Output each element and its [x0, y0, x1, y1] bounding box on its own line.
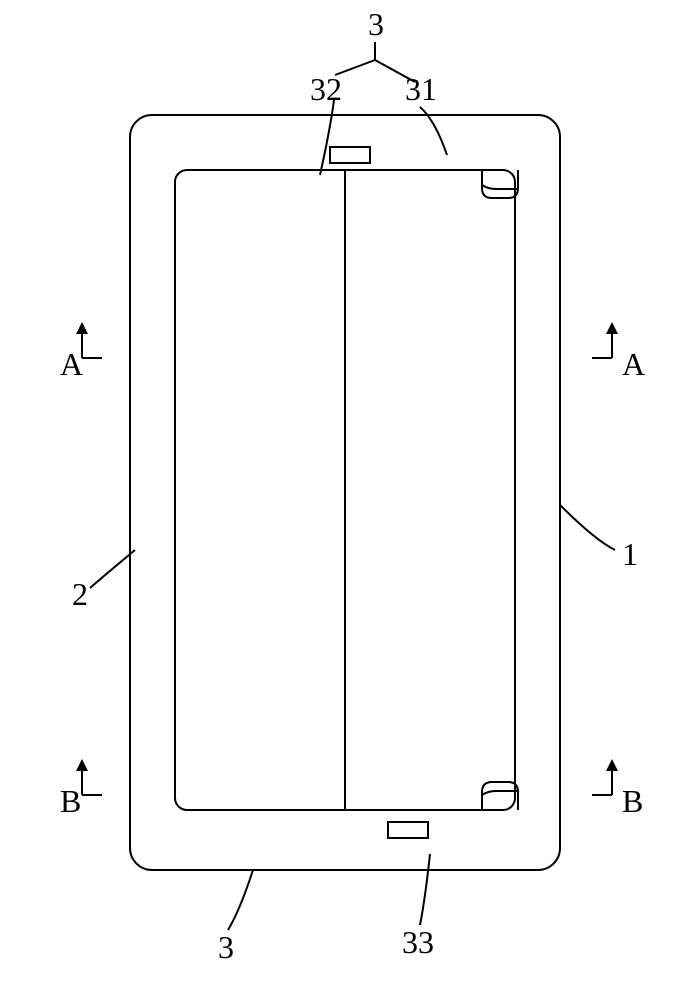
- bottom-notch-crease: [482, 791, 518, 795]
- label-32: 32: [310, 71, 342, 107]
- label-2: 2: [72, 576, 88, 612]
- label-B-right: B: [622, 783, 643, 819]
- top-notch-crease: [482, 185, 518, 189]
- leader-3-bottom: [228, 870, 253, 930]
- label-3-bottom: 3: [218, 929, 234, 965]
- label-33: 33: [402, 924, 434, 960]
- label-A-right: A: [622, 346, 645, 382]
- label-31: 31: [405, 71, 437, 107]
- label-B-left: B: [60, 783, 81, 819]
- bottom-slot: [388, 822, 428, 838]
- leader-1: [560, 505, 615, 550]
- leader-2: [90, 550, 135, 588]
- label-3-top: 3: [368, 6, 384, 42]
- label-1: 1: [622, 536, 638, 572]
- leader-33: [420, 854, 430, 925]
- top-slot: [330, 147, 370, 163]
- label-A-left: A: [60, 346, 83, 382]
